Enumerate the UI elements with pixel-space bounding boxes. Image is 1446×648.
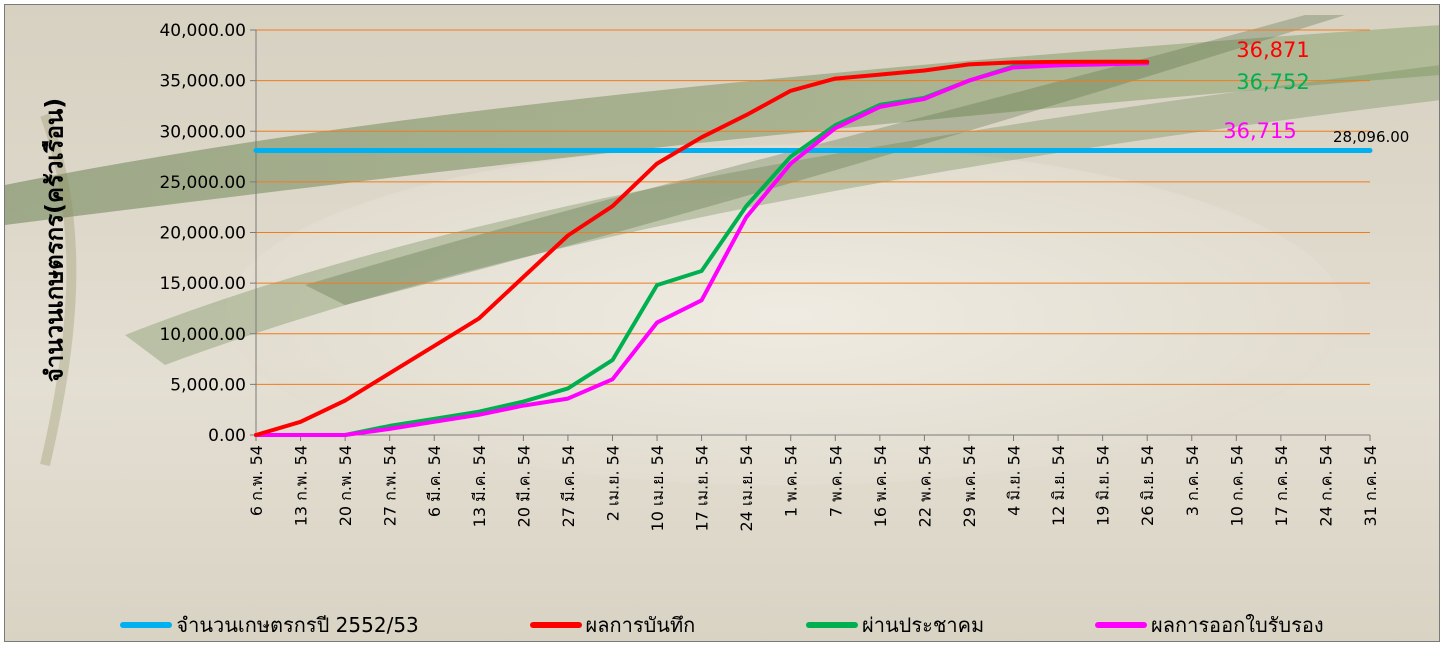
x-tick-label: 22 พ.ค. 54 [915, 445, 934, 527]
x-tick-label: 24 เม.ย. 54 [737, 445, 756, 531]
x-tick-label: 24 ก.ค. 54 [1316, 445, 1335, 526]
legend-swatch-magenta [1095, 622, 1147, 628]
x-tick-label: 2 เม.ย. 54 [603, 445, 622, 521]
x-tick-label: 10 ก.ค. 54 [1227, 445, 1246, 526]
legend-item-community-approved: ผ่านประชาคม [806, 609, 984, 641]
y-tick-label: 40,000.00 [159, 21, 246, 41]
x-tick-label: 7 พ.ค. 54 [826, 445, 845, 517]
x-tick-label: 13 มี.ค. 54 [470, 445, 489, 527]
annotation-baseline-value: 28,096.00 [1333, 128, 1409, 146]
annotation-recorded-total: 36,871 [1236, 38, 1309, 62]
y-tick-label: 0.00 [208, 426, 246, 446]
legend-label: ผลการออกใบรับรอง [1151, 613, 1324, 637]
legend-item-farmers-2552-53: จำนวนเกษตรกรปี 2552/53 [120, 609, 419, 641]
legend: จำนวนเกษตรกรปี 2552/53 ผลการบันทึก ผ่านป… [5, 605, 1439, 641]
x-tick-label: 31 ก.ค. 54 [1361, 445, 1380, 526]
series-line-certificates-issued [254, 61, 1150, 437]
x-tick-label: 26 มิ.ย. 54 [1138, 445, 1157, 526]
x-tick-label: 17 ก.ค. 54 [1272, 445, 1291, 526]
chart-frame: 0.00 5,000.00 10,000.00 15,000.00 20,000.00 2… [4, 4, 1440, 642]
x-tick-label: 27 มี.ค. 54 [559, 445, 578, 527]
x-tick-label: 12 มิ.ย. 54 [1049, 445, 1068, 526]
y-tick-label: 25,000.00 [159, 173, 246, 193]
x-tick-label: 17 เม.ย. 54 [693, 445, 712, 531]
y-tick-label: 15,000.00 [159, 274, 246, 294]
x-tick-label: 19 มิ.ย. 54 [1094, 445, 1113, 526]
x-tick-label: 27 ก.พ. 54 [381, 445, 400, 526]
x-tick-label: 4 มิ.ย. 54 [1005, 445, 1024, 516]
legend-swatch-blue [120, 622, 173, 628]
legend-swatch-red [529, 622, 582, 628]
x-tick-label: 1 พ.ค. 54 [782, 445, 801, 517]
y-tick-label: 20,000.00 [159, 224, 246, 244]
x-tick-label: 6 ก.พ. 54 [247, 445, 266, 516]
x-tick-label: 20 มี.ค. 54 [514, 445, 533, 527]
x-tick-label: 3 ก.ค. 54 [1183, 445, 1202, 516]
x-tick-label: 6 มี.ค. 54 [425, 445, 444, 517]
legend-label: ผลการบันทึก [585, 613, 696, 637]
series-line-recorded [254, 59, 1150, 437]
legend-item-certificates-issued: ผลการออกใบรับรอง [1095, 609, 1324, 641]
legend-label: ผ่านประชาคม [862, 613, 985, 637]
legend-label: จำนวนเกษตรกรปี 2552/53 [176, 613, 419, 637]
y-tick-label: 30,000.00 [159, 122, 246, 142]
series-line-community-approved [254, 60, 1150, 437]
annotation-certificates-total: 36,715 [1223, 119, 1296, 143]
x-tick-label: 29 พ.ค. 54 [960, 445, 979, 527]
x-tick-label: 10 เม.ย. 54 [648, 445, 667, 531]
line-chart: 0.00 5,000.00 10,000.00 15,000.00 20,000.00 2… [159, 21, 1409, 531]
x-tick-label: 20 ก.พ. 54 [336, 445, 355, 526]
x-tick-label: 13 ก.พ. 54 [292, 445, 311, 526]
y-tick-label: 10,000.00 [159, 325, 246, 345]
legend-swatch-green [806, 622, 859, 628]
x-tick-label: 16 พ.ค. 54 [871, 445, 890, 527]
y-tick-label: 5,000.00 [170, 375, 246, 395]
legend-item-recorded: ผลการบันทึก [529, 609, 696, 641]
y-tick-label: 35,000.00 [159, 72, 246, 92]
annotation-community-total: 36,752 [1236, 70, 1309, 94]
y-axis-title: จำนวนเกษตรกร(ครัวเรือน) [40, 97, 69, 383]
